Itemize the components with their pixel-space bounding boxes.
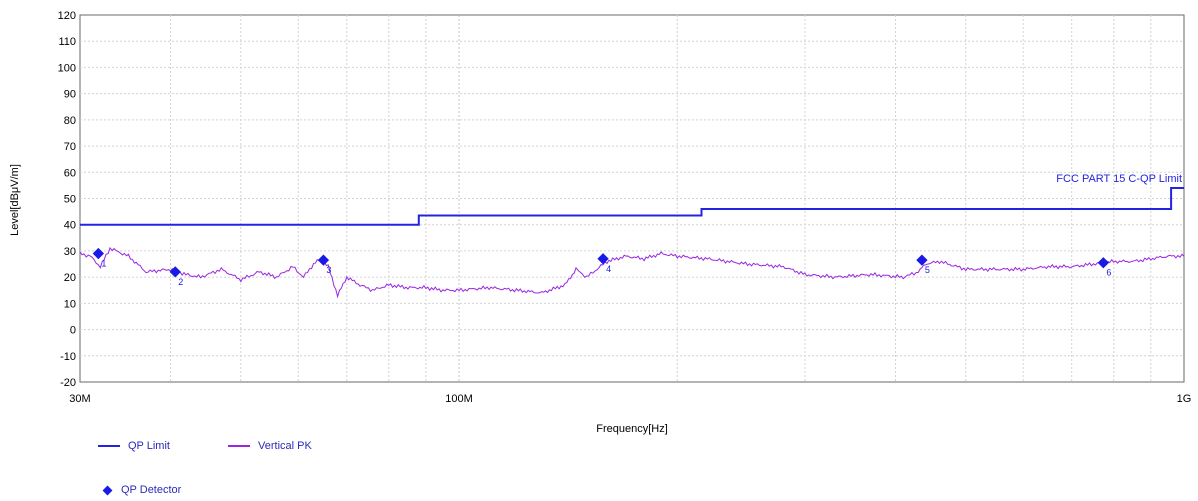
y-tick-label: 40 bbox=[64, 220, 76, 232]
qp-marker-label-4: 4 bbox=[606, 264, 611, 274]
y-tick-label: 50 bbox=[64, 194, 76, 206]
qp-marker-2 bbox=[169, 266, 181, 278]
qp-marker-label-1: 1 bbox=[101, 259, 106, 269]
y-axis-title: Level[dBμV/m] bbox=[9, 164, 21, 236]
grid bbox=[80, 15, 1184, 382]
qp-marker-label-3: 3 bbox=[326, 265, 331, 275]
y-axis-ticks: -20 -10 0 10 20 30 40 50 60 70 80 90 100 110 120 bbox=[58, 10, 76, 389]
series-layer bbox=[79, 187, 1185, 299]
y-tick-label: 70 bbox=[64, 141, 76, 153]
y-tick-label: 10 bbox=[64, 298, 76, 310]
series-line-qp-limit bbox=[80, 187, 1184, 226]
y-tick-label: 0 bbox=[70, 325, 76, 337]
qp-marker-label-5: 5 bbox=[925, 265, 930, 275]
qp-marker-label-6: 6 bbox=[1106, 268, 1111, 278]
limit-annotation: FCC PART 15 C-QP Limit bbox=[1056, 173, 1182, 185]
x-tick-label: 100M bbox=[445, 393, 473, 405]
series-line-vertical-pk bbox=[79, 246, 1185, 299]
y-tick-label: -10 bbox=[60, 351, 76, 363]
x-axis-ticks: 30M 100M 1G bbox=[69, 393, 1191, 405]
y-tick-label: 100 bbox=[58, 62, 76, 74]
y-tick-label: 120 bbox=[58, 10, 76, 22]
y-tick-label: 20 bbox=[64, 272, 76, 284]
x-tick-label: 30M bbox=[69, 393, 90, 405]
x-axis-title: Frequency[Hz] bbox=[596, 423, 668, 435]
qp-marker-5 bbox=[916, 254, 928, 266]
y-tick-label: 60 bbox=[64, 167, 76, 179]
y-tick-label: 90 bbox=[64, 89, 76, 101]
qp-marker-6 bbox=[1097, 257, 1110, 269]
y-tick-label: 80 bbox=[64, 115, 76, 127]
qp-marker-label-2: 2 bbox=[178, 277, 183, 287]
y-tick-label: 110 bbox=[58, 36, 76, 48]
qp-detector-markers: 1 2 3 4 5 6 bbox=[92, 247, 1111, 287]
y-tick-label: 30 bbox=[64, 246, 76, 258]
y-tick-label: -20 bbox=[60, 377, 76, 389]
qp-marker-3 bbox=[317, 254, 330, 266]
x-tick-label: 1G bbox=[1177, 393, 1192, 405]
